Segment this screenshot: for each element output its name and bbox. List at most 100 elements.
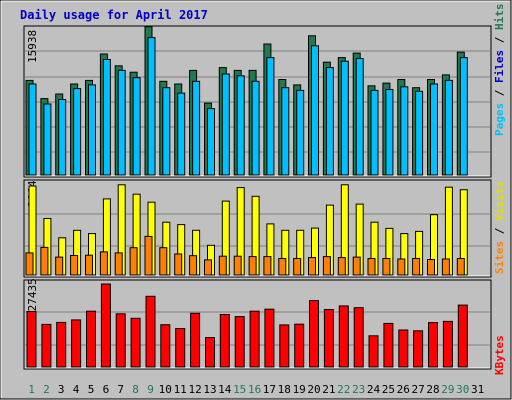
day-label: 14 bbox=[218, 383, 232, 396]
kbytes-bar bbox=[160, 324, 171, 368]
day-label: 13 bbox=[203, 383, 216, 396]
files-bar bbox=[177, 92, 186, 176]
sites-bar bbox=[218, 255, 227, 276]
sites-visits-legend: Sites / Visits bbox=[493, 181, 506, 274]
day-label: 23 bbox=[352, 383, 365, 396]
day-label: 17 bbox=[263, 383, 276, 396]
kbytes-bar bbox=[115, 313, 126, 368]
day-label: 22 bbox=[337, 383, 350, 396]
hits-ymax-label: 15938 bbox=[26, 30, 39, 63]
kbytes-bar bbox=[279, 324, 290, 368]
day-label: 9 bbox=[147, 383, 154, 396]
kbytes-bar bbox=[413, 330, 424, 368]
day-label: 21 bbox=[322, 383, 335, 396]
legend-hits: Hits bbox=[493, 4, 506, 31]
day-label: 7 bbox=[117, 383, 124, 396]
day-label: 16 bbox=[248, 383, 261, 396]
sites-bar bbox=[352, 256, 361, 276]
files-bar bbox=[459, 57, 468, 176]
kbytes-bar bbox=[338, 305, 349, 368]
sites-bar bbox=[85, 254, 93, 276]
kbytes-bar bbox=[368, 335, 379, 368]
files-bar bbox=[58, 99, 67, 176]
day-label: 10 bbox=[159, 383, 172, 396]
files-bar bbox=[266, 57, 275, 176]
sites-bar bbox=[144, 235, 153, 276]
legend-kbytes: KBytes bbox=[493, 335, 506, 375]
files-bar bbox=[102, 59, 111, 176]
kbytes-bar bbox=[190, 312, 201, 368]
kbytes-bar bbox=[264, 308, 275, 368]
kbytes-bar bbox=[175, 328, 186, 368]
day-label: 18 bbox=[278, 383, 291, 396]
sites-bar bbox=[159, 247, 168, 276]
sites-bar bbox=[99, 251, 108, 276]
files-bar bbox=[88, 84, 96, 176]
bars bbox=[25, 26, 468, 368]
kbytes-bar bbox=[100, 283, 111, 368]
sites-bar bbox=[441, 258, 450, 276]
sites-bar bbox=[40, 246, 49, 276]
kbytes-bar bbox=[442, 320, 453, 368]
kbytes-bar bbox=[398, 329, 409, 368]
kbytes-bar bbox=[309, 300, 319, 368]
legend-sep-3: / bbox=[493, 221, 506, 241]
chart-title: Daily usage for April 2017 bbox=[20, 8, 208, 22]
sites-bar bbox=[263, 256, 272, 276]
legend-sites: Sites bbox=[493, 241, 506, 274]
day-label: 28 bbox=[426, 383, 439, 396]
day-label: 19 bbox=[293, 383, 306, 396]
files-bar bbox=[340, 60, 349, 176]
day-label: 31 bbox=[471, 383, 484, 396]
kbytes-legend: KBytes bbox=[493, 335, 506, 375]
kbytes-bar bbox=[56, 321, 67, 368]
kbytes-bar bbox=[86, 310, 96, 368]
sites-bar bbox=[382, 258, 391, 276]
kbytes-bar bbox=[323, 309, 334, 368]
sites-bar bbox=[322, 256, 331, 276]
files-bar bbox=[355, 58, 364, 176]
sites-bar bbox=[114, 252, 123, 276]
files-bar bbox=[415, 90, 424, 176]
kbytes-bar bbox=[205, 337, 215, 368]
day-label: 24 bbox=[367, 383, 381, 396]
sites-bar bbox=[456, 258, 465, 276]
legend-pages: Pages bbox=[493, 103, 506, 136]
kbytes-bar bbox=[234, 316, 245, 368]
files-bar bbox=[192, 80, 201, 176]
legend-sep-1: / bbox=[493, 83, 506, 103]
day-label: 30 bbox=[456, 383, 469, 396]
pages-files-hits-legend: Pages / Files / Hits bbox=[493, 4, 506, 137]
sites-bar bbox=[308, 257, 316, 276]
files-bar bbox=[162, 87, 171, 176]
kbytes-bar bbox=[428, 322, 438, 368]
sites-bar bbox=[204, 259, 212, 276]
sites-bar bbox=[397, 258, 406, 276]
files-bar bbox=[281, 87, 290, 176]
sites-bar bbox=[278, 258, 287, 276]
files-bar bbox=[325, 67, 334, 176]
day-labels: 1 2 3 4 5 6 7 8 9 10 11 12 13 14 15 16 17 18 19 20 21 22 23 24 2… bbox=[28, 383, 484, 396]
kbytes-bar bbox=[41, 323, 52, 368]
files-bar bbox=[207, 108, 215, 176]
kbytes-bar bbox=[26, 311, 37, 368]
sites-bar bbox=[248, 256, 257, 276]
day-label: 4 bbox=[73, 383, 80, 396]
kbytes-bar bbox=[457, 304, 468, 368]
day-label: 26 bbox=[397, 383, 410, 396]
kbytes-bar bbox=[145, 295, 156, 368]
files-bar bbox=[370, 89, 379, 176]
sites-bar bbox=[367, 258, 376, 276]
sites-bar bbox=[189, 255, 198, 276]
files-bar bbox=[251, 80, 260, 176]
sites-bar bbox=[412, 258, 421, 276]
sites-bar bbox=[293, 258, 302, 276]
day-label: 8 bbox=[132, 383, 139, 396]
legend-sep-2: / bbox=[493, 30, 506, 50]
kbytes-bar bbox=[383, 322, 394, 368]
sites-bar bbox=[25, 252, 34, 276]
files-bar bbox=[236, 75, 245, 176]
kbytes-bar bbox=[294, 323, 305, 368]
files-bar bbox=[296, 89, 305, 176]
